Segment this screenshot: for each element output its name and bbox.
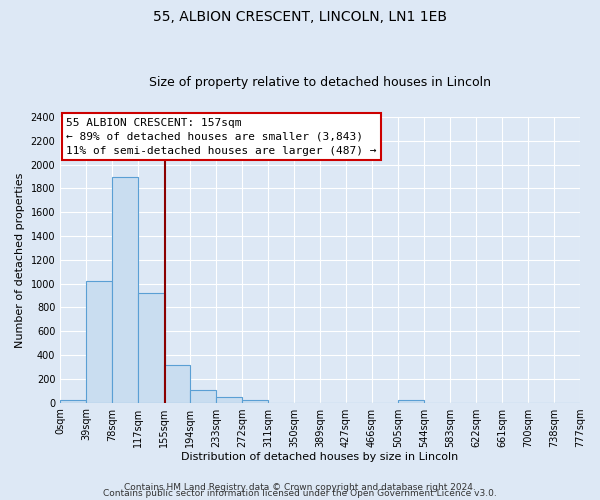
Bar bbox=[139, 293, 164, 403]
Bar bbox=[86, 281, 112, 402]
Bar bbox=[398, 400, 424, 402]
Text: 55 ALBION CRESCENT: 157sqm
← 89% of detached houses are smaller (3,843)
11% of s: 55 ALBION CRESCENT: 157sqm ← 89% of deta… bbox=[67, 118, 377, 156]
Bar bbox=[216, 397, 242, 402]
Text: Contains public sector information licensed under the Open Government Licence v3: Contains public sector information licen… bbox=[103, 490, 497, 498]
Bar bbox=[190, 390, 216, 402]
Text: 55, ALBION CRESCENT, LINCOLN, LN1 1EB: 55, ALBION CRESCENT, LINCOLN, LN1 1EB bbox=[153, 10, 447, 24]
Text: Contains HM Land Registry data © Crown copyright and database right 2024.: Contains HM Land Registry data © Crown c… bbox=[124, 484, 476, 492]
Bar bbox=[164, 364, 190, 403]
Title: Size of property relative to detached houses in Lincoln: Size of property relative to detached ho… bbox=[149, 76, 491, 90]
Bar bbox=[242, 400, 268, 402]
Bar bbox=[112, 176, 139, 402]
X-axis label: Distribution of detached houses by size in Lincoln: Distribution of detached houses by size … bbox=[181, 452, 459, 462]
Bar bbox=[60, 400, 86, 402]
Y-axis label: Number of detached properties: Number of detached properties bbox=[15, 172, 25, 348]
